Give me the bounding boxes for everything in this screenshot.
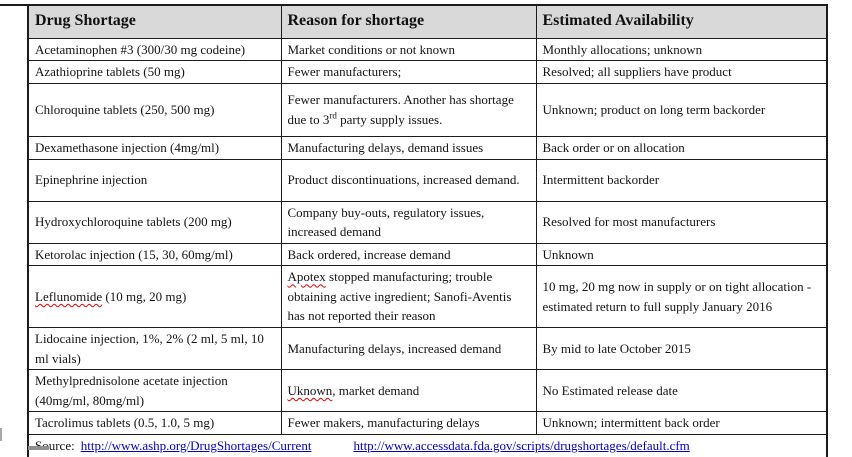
superscript-text: rd [329,110,337,121]
cell-reason: Back ordered, increase demand [280,242,537,266]
cell-text: Chloroquine tablets (250, 500 mg) [35,101,215,117]
cell-text: Epinephrine injection [35,172,148,188]
table-row: Leflunomide (10 mg, 20 mg) Apotex stopped… [27,265,828,328]
cell-text: Ketorolac injection (15, 30, 60mg/ml) [35,246,233,262]
column-header-reason: Reason for shortage [280,4,537,39]
top-rule-line [0,4,29,6]
cell-text: Manufacturing delays, increased demand [287,340,502,356]
cell-availability: Resolved; all suppliers have product [535,60,828,84]
cell-drug: Hydroxychloroquine tablets (200 mg) [27,200,282,244]
cell-text: Company buy-outs, regulatory issues, inc… [287,204,485,240]
cell-text: Fewer manufacturers; [287,64,402,79]
cell-availability: 10 mg, 20 mg now in supply or on tight a… [535,265,828,328]
source-link-ashp[interactable]: http://www.ashp.org/DrugShortages/Curren… [80,438,312,453]
cell-reason: Apotex stopped manufacturing; trouble ob… [280,265,537,328]
cell-drug: Acetaminophen #3 (300/30 mg codeine) [27,37,282,61]
cell-reason: Company buy-outs, regulatory issues, inc… [280,200,537,244]
table-row: Dexamethasone injection (4mg/ml) Manufact… [27,135,828,160]
cell-drug: Lidocaine injection, 1%, 2% (2 ml, 5 ml,… [27,327,282,370]
cell-availability: Unknown; intermittent back order [535,411,828,435]
scan-artifact [0,428,2,441]
table-header: Drug Shortage Reason for shortage Estima… [27,4,828,39]
cell-drug: Tacrolimus tablets (0.5, 1.0, 5 mg) [27,411,282,435]
table-row: Hydroxychloroquine tablets (200 mg) Compa… [27,200,828,244]
cell-drug: Azathioprine tablets (50 mg) [27,60,282,84]
cell-drug: Epinephrine injection [27,158,282,202]
cell-reason: Fewer manufacturers; [280,60,537,84]
cell-text: Manufacturing delays, demand issues [287,139,484,155]
cell-availability: Unknown; product on long term backorder [535,82,828,137]
table-row: Ketorolac injection (15, 30, 60mg/ml) Bac… [27,242,828,266]
cell-text: Resolved for most manufacturers [542,214,716,230]
cell-drug: Methylprednisolone acetate injection (40… [27,369,282,412]
cell-text: Acetaminophen #3 (300/30 mg codeine) [35,41,246,57]
cell-text: party supply issues. [336,111,443,127]
table-row: Lidocaine injection, 1%, 2% (2 ml, 5 ml,… [27,327,828,370]
cell-availability: Back order or on allocation [535,135,828,160]
cell-text: Lidocaine injection, 1%, 2% (2 ml, 5 ml,… [35,331,264,366]
cell-text: stopped manufacturing; trouble obtaining… [287,269,512,324]
cell-reason: Uknown, market demand [280,369,537,412]
table-row: Chloroquine tablets (250, 500 mg) Fewer m… [27,82,828,137]
cell-text: 10 mg, 20 mg now in supply or on tight a… [542,279,812,314]
cell-drug: Leflunomide (10 mg, 20 mg) [27,265,282,328]
table-row: Epinephrine injection Product discontinua… [27,158,828,202]
table-footer: Source: http://www.ashp.org/DrugShortages… [27,433,828,457]
cell-drug: Ketorolac injection (15, 30, 60mg/ml) [27,242,282,266]
cell-reason: Manufacturing delays, demand issues [280,135,537,160]
cell-text: Unknown; product on long term backorder [542,101,766,117]
cell-text: Unknown [542,246,594,262]
cell-text: Resolved; all suppliers have product [542,64,732,79]
cell-availability: Monthly allocations; unknown [535,37,828,61]
table-row: Acetaminophen #3 (300/30 mg codeine) Mark… [27,37,828,61]
cell-text: By mid to late October 2015 [542,340,691,356]
cell-text: Hydroxychloroquine tablets (200 mg) [35,214,232,230]
cell-reason: Fewer manufacturers. Another has shortag… [280,82,537,137]
cell-text: Back order or on allocation [542,139,685,155]
cell-text: Intermittent backorder [542,172,660,188]
cell-text: Back ordered, increase demand [287,246,451,262]
cell-text: Methylprednisolone acetate injection (40… [35,373,228,408]
cell-text: No Estimated release date [542,382,678,398]
cell-text: (10 mg, 20 mg) [102,288,187,304]
cell-text: Product discontinuations, increased dema… [287,172,520,188]
cell-availability: By mid to late October 2015 [535,327,828,370]
table-row: Azathioprine tablets (50 mg) Fewer manufa… [27,60,828,84]
cell-text: Fewer makers, manufacturing delays [287,415,480,430]
scan-artifact [28,446,49,450]
table-body: Acetaminophen #3 (300/30 mg codeine) Mark… [27,37,828,435]
cell-text: Tacrolimus tablets (0.5, 1.0, 5 mg) [35,415,215,430]
cell-availability: Intermittent backorder [535,158,828,202]
cell-reason: Manufacturing delays, increased demand [280,327,537,370]
column-header-estimated-availability: Estimated Availability [535,4,828,39]
table-row: Methylprednisolone acetate injection (40… [27,369,828,412]
cell-drug: Dexamethasone injection (4mg/ml) [27,135,282,160]
cell-drug: Chloroquine tablets (250, 500 mg) [27,82,282,137]
cell-text: Dexamethasone injection (4mg/ml) [35,139,220,155]
cell-availability: Unknown [535,242,828,266]
source-row: Source: http://www.ashp.org/DrugShortages… [27,433,828,457]
cell-text: Unknown; intermittent back order [542,415,720,430]
cell-text: Market conditions or not known [287,41,456,57]
source-link-fda[interactable]: http://www.accessdata.fda.gov/scripts/dr… [353,438,690,453]
cell-text: Azathioprine tablets (50 mg) [35,64,185,79]
header-row: Drug Shortage Reason for shortage Estima… [27,4,828,39]
misspelled-word: Uknown [287,382,333,398]
cell-text: Fewer manufacturers. Another has shortag… [287,92,514,127]
drug-shortage-table: Drug Shortage Reason for shortage Estima… [27,4,828,457]
cell-availability: Resolved for most manufacturers [535,200,828,244]
cell-availability: No Estimated release date [535,369,828,412]
table-row: Tacrolimus tablets (0.5, 1.0, 5 mg) Fewer… [27,411,828,435]
cell-reason: Product discontinuations, increased dema… [280,158,537,202]
column-header-drug-shortage: Drug Shortage [27,4,282,39]
source-cell: Source: http://www.ashp.org/DrugShortages… [27,433,828,457]
cell-text: Monthly allocations; unknown [542,41,703,57]
cell-reason: Fewer makers, manufacturing delays [280,411,537,435]
cell-reason: Market conditions or not known [280,37,537,61]
cell-text: , market demand [332,382,420,398]
misspelled-word: Leflunomide [35,288,103,304]
misspelled-word: Apotex [287,269,326,285]
